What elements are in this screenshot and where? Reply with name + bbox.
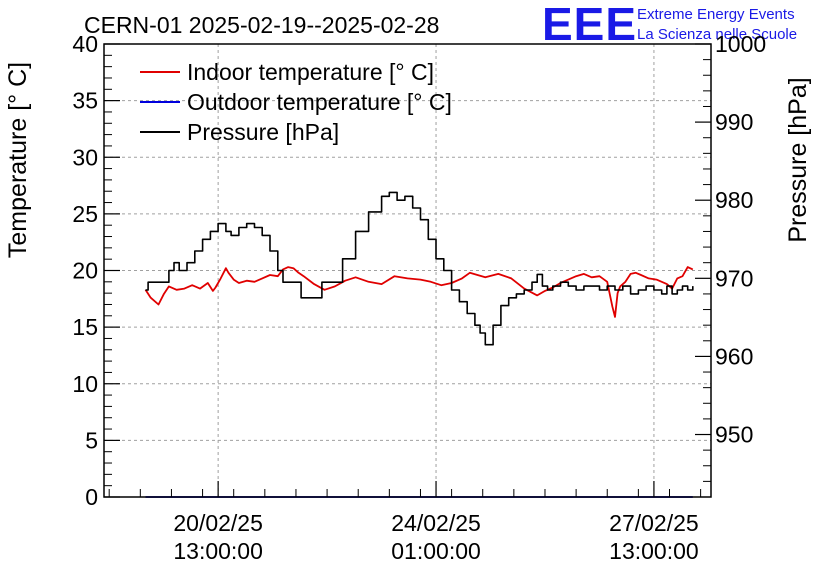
x-tick-label-time-0: 13:00:00 xyxy=(173,538,263,564)
legend-label-pressure: Pressure [hPa] xyxy=(187,119,339,145)
logo-text: EEE xyxy=(542,0,637,50)
x-tick-label-time-2: 13:00:00 xyxy=(609,538,699,564)
x-tick-label-date-1: 24/02/25 xyxy=(391,510,481,536)
y-right-tick-label-0: 950 xyxy=(715,422,753,448)
y-right-tick-label-5: 1000 xyxy=(715,31,766,57)
y-left-tick-label-0: 0 xyxy=(85,484,98,510)
y-right-tick-label-1: 960 xyxy=(715,343,753,369)
legend-label-indoor: Indoor temperature [° C] xyxy=(187,59,434,85)
eee-logo: EEE Extreme Energy Events La Scienza nel… xyxy=(542,0,797,50)
x-tick-label-date-2: 27/02/25 xyxy=(609,510,699,536)
y-right-tick-label-4: 990 xyxy=(715,109,753,135)
y-left-tick-label-5: 25 xyxy=(72,201,98,227)
y-right-tick-label-2: 970 xyxy=(715,265,753,291)
y-axis-left-label: Temperature [° C] xyxy=(4,62,32,258)
series-layer xyxy=(144,191,694,498)
axes: 0 5 10 15 20 25 30 35 40 950 960 970 980 990 1000 20/02… xyxy=(72,31,766,564)
x-tick-label-time-1: 01:00:00 xyxy=(391,538,481,564)
y-left-tick-label-2: 10 xyxy=(72,371,98,397)
series-line-indoor xyxy=(144,266,694,318)
logo-line-1: Extreme Energy Events xyxy=(637,6,795,23)
y-left-tick-label-7: 35 xyxy=(72,88,98,114)
y-left-tick-label-3: 15 xyxy=(72,314,98,340)
logo-line-2: La Scienza nelle Scuole xyxy=(637,26,797,43)
y-right-tick-label-3: 980 xyxy=(715,187,753,213)
y-left-tick-label-4: 20 xyxy=(72,258,98,284)
y-left-tick-label-8: 40 xyxy=(72,31,98,57)
y-axis-right-label: Pressure [hPa] xyxy=(784,77,812,242)
plot-frame xyxy=(103,43,712,498)
y-left-tick-label-1: 5 xyxy=(85,427,98,453)
x-tick-label-date-0: 20/02/25 xyxy=(173,510,263,536)
legend: Indoor temperature [° C] Outdoor tempera… xyxy=(140,59,452,145)
series-line-pressure xyxy=(145,191,694,346)
y-left-tick-label-6: 30 xyxy=(72,144,98,170)
legend-label-outdoor: Outdoor temperature [° C] xyxy=(187,89,452,115)
chart-title: CERN-01 2025-02-19--2025-02-28 xyxy=(84,12,439,38)
